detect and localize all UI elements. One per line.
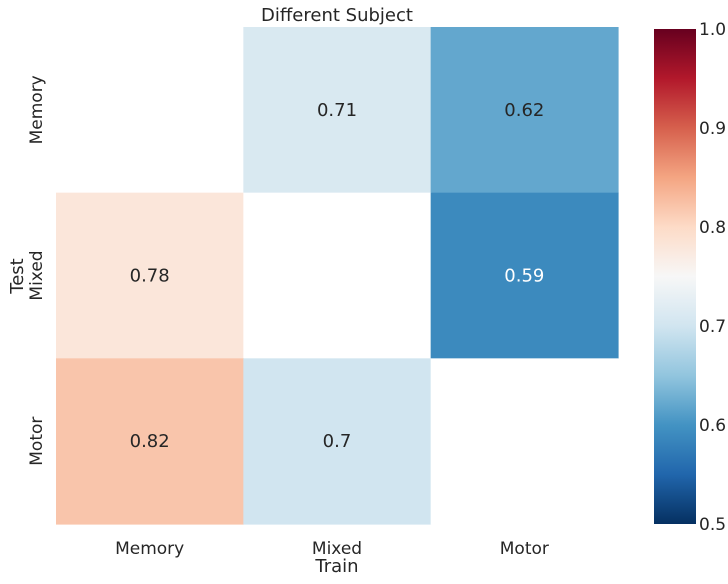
colorbar (654, 29, 696, 524)
heatmap-cell (243, 358, 432, 525)
cell-value-label: 0.82 (130, 431, 170, 452)
colorbar-tick-label: 0.9 (699, 119, 726, 139)
heatmap-cell (56, 27, 244, 194)
colorbar-tick-label: 0.7 (699, 317, 726, 337)
cell-value-label: 0.78 (130, 266, 170, 287)
heatmap-cell (243, 27, 432, 194)
colorbar-tick-label: 0.5 (699, 515, 726, 535)
cell-value-label: 0.71 (317, 100, 357, 121)
heatmap-cell-labels: 0.71 0.62 0.78 0.59 0.82 0.7 (130, 100, 545, 452)
y-axis-label: Test (7, 258, 28, 294)
cell-value-label: 0.62 (504, 100, 544, 121)
x-tick-labels: Memory Mixed Motor (115, 539, 549, 559)
heatmap-cell (430, 27, 619, 194)
y-tick-labels: Memory Mixed Motor (27, 75, 47, 465)
chart-title: Different Subject (261, 5, 413, 26)
heatmap-cell (243, 192, 432, 359)
x-tick-label: Mixed (312, 539, 362, 559)
y-tick-label: Mixed (27, 250, 47, 300)
heatmap-cell (430, 192, 619, 359)
heatmap-cells (56, 27, 619, 525)
y-tick-label: Motor (27, 417, 47, 466)
cell-value-label: 0.59 (504, 266, 544, 287)
x-tick-label: Memory (115, 539, 184, 559)
x-tick-label: Motor (500, 539, 549, 559)
x-axis-label: Train (314, 556, 358, 577)
heatmap-cell (56, 358, 244, 525)
colorbar-tick-label: 1.0 (699, 20, 726, 40)
heatmap-cell (56, 192, 244, 359)
heatmap-cell (430, 358, 619, 525)
cell-value-label: 0.7 (323, 431, 352, 452)
colorbar-ticks: 0.5 0.6 0.7 0.8 0.9 1.0 (699, 20, 726, 535)
colorbar-tick-label: 0.6 (699, 416, 726, 436)
y-tick-label: Memory (27, 75, 47, 144)
colorbar-tick-label: 0.8 (699, 218, 726, 238)
